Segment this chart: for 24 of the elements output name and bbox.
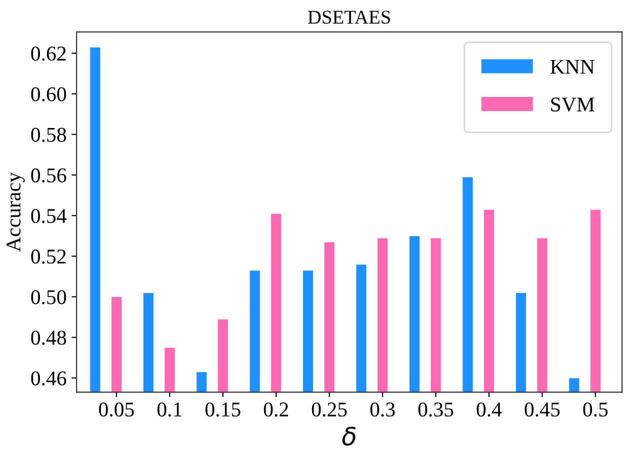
legend-label: SVM (551, 98, 594, 112)
y-tick-label: 0.52 (31, 250, 66, 264)
y-axis-title: Accuracy (6, 172, 25, 252)
y-tick-label: 0.62 (31, 46, 66, 61)
y-tick-label: 0.56 (31, 168, 66, 183)
y-tick-label: 0.48 (31, 330, 66, 345)
y-tick-label: 0.60 (31, 87, 66, 102)
x-tick-label: 0.05 (99, 402, 134, 417)
x-tick-label: 0.5 (583, 402, 608, 417)
y-tick-label: 0.46 (31, 371, 66, 386)
y-tick-label: 0.54 (31, 208, 67, 224)
x-tick-label: 0.1 (157, 402, 182, 417)
y-tick-label: 0.58 (31, 128, 66, 142)
x-tick-label: 0.3 (370, 402, 395, 417)
x-tick-label: 0.4 (476, 402, 502, 417)
x-tick-label: 0.45 (524, 402, 560, 417)
chart-title: DSETAES (308, 10, 390, 24)
x-tick-label: 0.15 (205, 402, 240, 417)
x-tick-label: 0.35 (418, 402, 454, 417)
x-tick-label: 0.2 (264, 402, 288, 417)
legend-label: KNN (550, 60, 594, 74)
y-tick-label: 0.50 (31, 290, 66, 304)
x-tick-label: 0.25 (312, 402, 347, 417)
x-axis-title: δ (342, 426, 356, 446)
